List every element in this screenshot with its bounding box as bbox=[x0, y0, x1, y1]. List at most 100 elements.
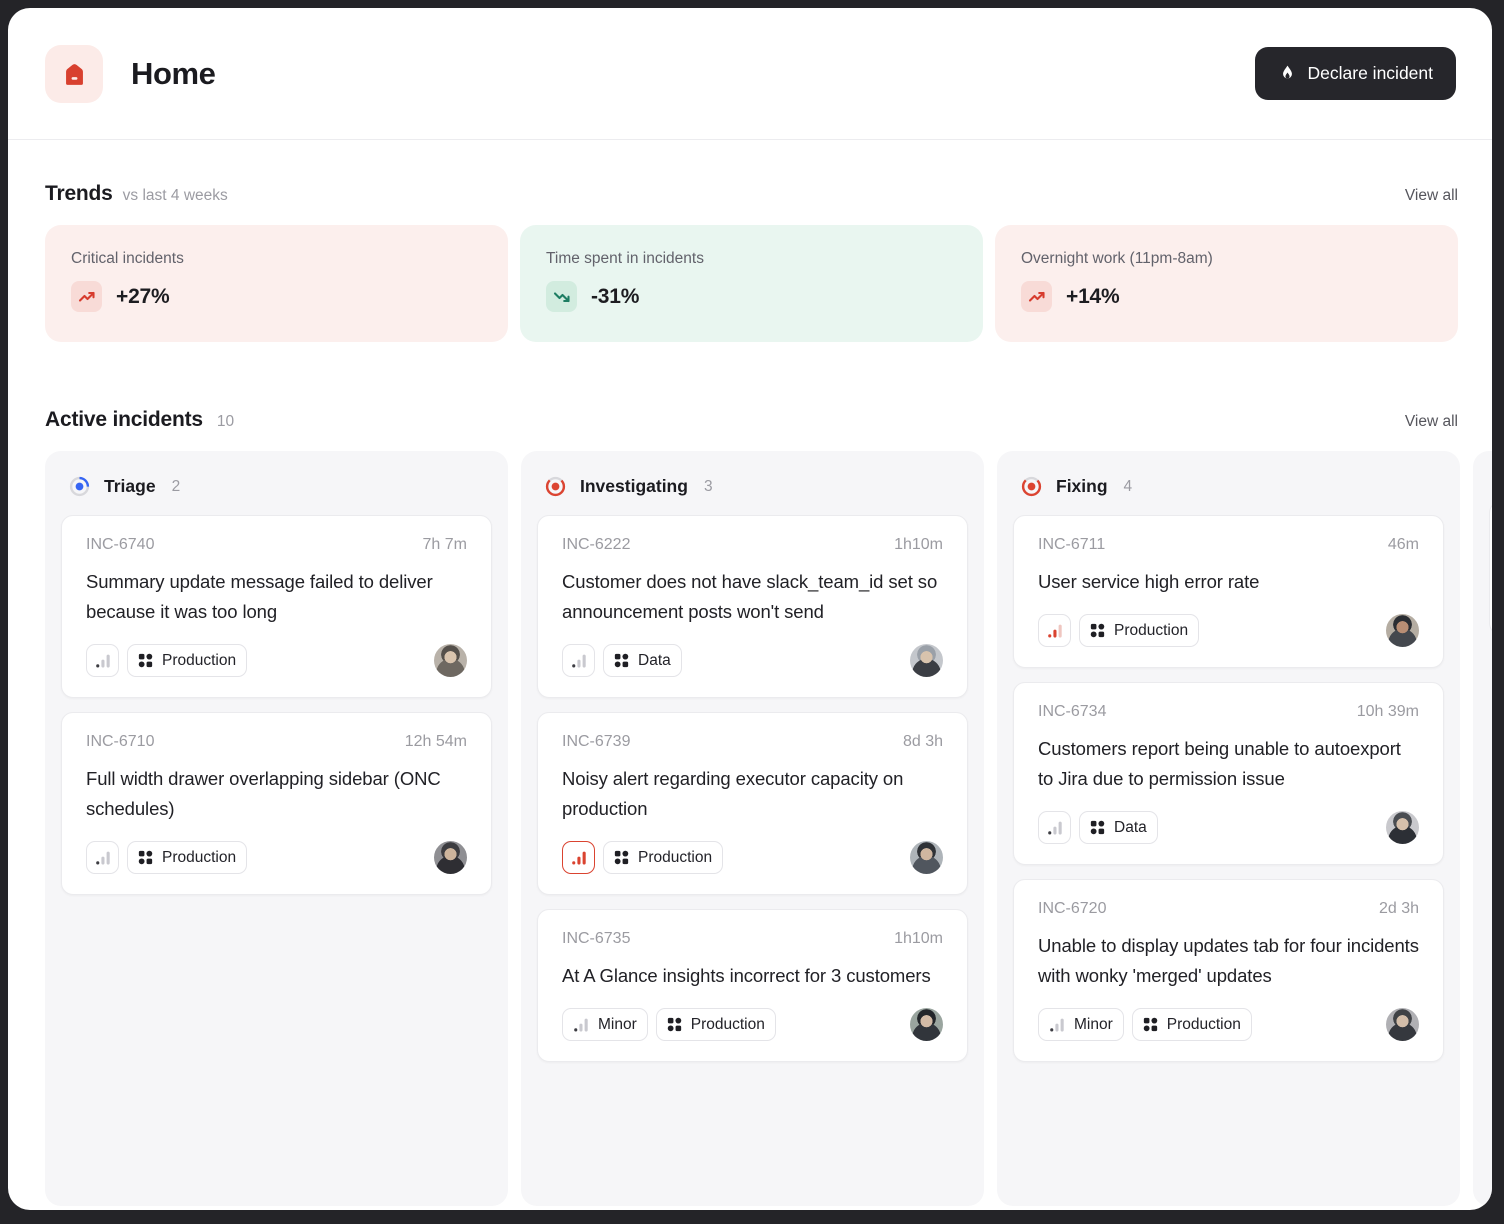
severity-bars-icon bbox=[1047, 821, 1062, 834]
status-column-header: Triage 2 bbox=[45, 451, 508, 515]
avatar bbox=[434, 644, 467, 677]
app-window: Home Declare incident Trends vs last 4 w… bbox=[8, 8, 1492, 1210]
trends-view-all-link[interactable]: View all bbox=[1404, 187, 1458, 204]
severity-bars-icon bbox=[1047, 624, 1062, 637]
status-column-name: Investigating bbox=[580, 476, 688, 496]
incident-card-header: INC-6711 46m bbox=[1038, 536, 1419, 554]
affected-system-label: Production bbox=[1114, 621, 1189, 639]
incident-card[interactable]: INC-6739 8d 3h Noisy alert regarding execu… bbox=[537, 712, 968, 895]
status-column-fixing: Fixing 4 INC-6711 46m User service high erro… bbox=[997, 451, 1460, 1206]
incident-title: Unable to display updates tab for four i… bbox=[1038, 935, 1419, 986]
incident-card[interactable]: INC-6222 1h10m Customer does not have slac… bbox=[537, 515, 968, 698]
incident-duration: 2d 3h bbox=[1378, 900, 1419, 917]
status-ring-icon bbox=[545, 476, 566, 497]
trend-value: +14% bbox=[1066, 284, 1120, 308]
incident-title: Customer does not have slack_team_id set… bbox=[562, 571, 938, 622]
page-header: Home Declare incident bbox=[8, 8, 1492, 140]
affected-system-badge: Data bbox=[1079, 811, 1158, 844]
status-column-count: 3 bbox=[703, 477, 713, 495]
trend-label: Critical incidents bbox=[71, 250, 184, 267]
incident-card-header: INC-6739 8d 3h bbox=[562, 733, 943, 751]
incident-card[interactable]: INC-6710 12h 54m Full width drawer overlap… bbox=[61, 712, 492, 895]
flame-icon bbox=[1282, 65, 1292, 79]
affected-system-label: Data bbox=[1114, 818, 1147, 836]
incident-card[interactable]: INC-6720 2d 3h Unable to display updates t… bbox=[1013, 879, 1444, 1062]
incident-card-footer: Production bbox=[86, 644, 467, 677]
trend-card-time-spent[interactable]: Time spent in incidents -31% bbox=[520, 225, 983, 342]
incident-card-footer: Production bbox=[86, 841, 467, 874]
incident-id: INC-6734 bbox=[1038, 703, 1107, 720]
incident-duration: 1h10m bbox=[894, 536, 943, 553]
incident-card[interactable]: INC-6735 1h10m At A Glance insights incorr… bbox=[537, 909, 968, 1062]
incident-duration: 7h 7m bbox=[422, 536, 467, 553]
affected-system-badge: Production bbox=[603, 841, 724, 874]
affected-system-label: Production bbox=[638, 848, 713, 866]
trends-subtitle: vs last 4 weeks bbox=[122, 187, 228, 204]
incident-title: Full width drawer overlapping sidebar (O… bbox=[86, 768, 441, 819]
trends-section-header: Trends vs last 4 weeks View all bbox=[8, 182, 1492, 206]
affected-system-label: Production bbox=[1166, 1015, 1241, 1033]
affected-system-badge: Production bbox=[1079, 614, 1200, 647]
incident-card-footer: Data bbox=[1038, 811, 1419, 844]
incident-card[interactable]: INC-6734 10h 39m Customers report being un… bbox=[1013, 682, 1444, 865]
incident-id: INC-6711 bbox=[1038, 536, 1106, 553]
incident-title: At A Glance insights incorrect for 3 cus… bbox=[562, 965, 931, 986]
incident-duration: 12h 54m bbox=[404, 733, 467, 750]
active-incidents-view-all-link[interactable]: View all bbox=[1404, 413, 1458, 430]
catalog-type-icon bbox=[667, 1017, 682, 1032]
incident-card-header: INC-6222 1h10m bbox=[562, 536, 943, 554]
severity-badge bbox=[562, 644, 595, 677]
incident-id: INC-6739 bbox=[562, 733, 631, 750]
incident-card[interactable] bbox=[1489, 501, 1492, 635]
severity-bars-icon bbox=[571, 851, 586, 864]
incident-id: INC-6222 bbox=[562, 536, 631, 553]
severity-bars-icon bbox=[571, 654, 586, 667]
trend-value: +27% bbox=[116, 284, 170, 308]
status-column-cards: INC-6740 7h 7m Summary update message fail… bbox=[45, 515, 508, 895]
severity-label: Minor bbox=[1074, 1015, 1113, 1033]
severity-label: Minor bbox=[598, 1015, 637, 1033]
trend-card-critical-incidents[interactable]: Critical incidents +27% bbox=[45, 225, 508, 342]
avatar bbox=[910, 1008, 943, 1041]
affected-system-label: Production bbox=[690, 1015, 765, 1033]
home-icon bbox=[65, 64, 83, 85]
status-column-count: 4 bbox=[1123, 477, 1133, 495]
severity-bars-icon bbox=[574, 1018, 588, 1031]
trend-card-overnight-work[interactable]: Overnight work (11pm-8am) +14% bbox=[995, 225, 1458, 342]
catalog-type-icon bbox=[614, 850, 629, 865]
incident-title: Noisy alert regarding executor capacity … bbox=[562, 768, 904, 819]
incident-card[interactable]: INC-6740 7h 7m Summary update message fail… bbox=[61, 515, 492, 698]
status-column-cards: INC-6222 1h10m Customer does not have slac… bbox=[521, 515, 984, 1062]
affected-system-label: Production bbox=[162, 848, 237, 866]
status-column-count: 2 bbox=[171, 477, 181, 495]
severity-badge bbox=[1038, 614, 1071, 647]
trend-up-icon bbox=[1021, 281, 1052, 312]
declare-incident-button[interactable]: Declare incident bbox=[1254, 47, 1456, 100]
status-ring-icon bbox=[69, 476, 90, 497]
severity-badge bbox=[562, 841, 595, 874]
avatar bbox=[910, 841, 943, 874]
severity-bars-icon bbox=[95, 654, 110, 667]
incident-duration: 46m bbox=[1387, 536, 1419, 553]
catalog-type-icon bbox=[138, 653, 153, 668]
trend-label: Time spent in incidents bbox=[546, 250, 704, 267]
incident-card-footer: Minor Production bbox=[1038, 1008, 1419, 1041]
incident-id: INC-6710 bbox=[86, 733, 155, 750]
avatar bbox=[910, 644, 943, 677]
avatar bbox=[1386, 614, 1419, 647]
severity-bars-icon bbox=[95, 851, 110, 864]
trend-cards-row: Critical incidents +27% Time spent in in… bbox=[45, 225, 1458, 342]
affected-system-label: Data bbox=[638, 651, 671, 669]
catalog-type-icon bbox=[1090, 623, 1105, 638]
status-column-triage: Triage 2 INC-6740 7h 7m Summary update messa… bbox=[45, 451, 508, 1206]
avatar bbox=[434, 841, 467, 874]
incident-title: Customers report being unable to autoexp… bbox=[1038, 738, 1401, 789]
incident-id: INC-6720 bbox=[1038, 900, 1107, 917]
incident-duration: 8d 3h bbox=[902, 733, 943, 750]
partial-column-spacer bbox=[1473, 451, 1492, 501]
incident-card[interactable]: INC-6711 46m User service high error rate P… bbox=[1013, 515, 1444, 668]
affected-system-badge: Production bbox=[1131, 1008, 1252, 1041]
severity-badge bbox=[86, 644, 119, 677]
catalog-type-icon bbox=[1090, 820, 1105, 835]
catalog-type-icon bbox=[614, 653, 629, 668]
